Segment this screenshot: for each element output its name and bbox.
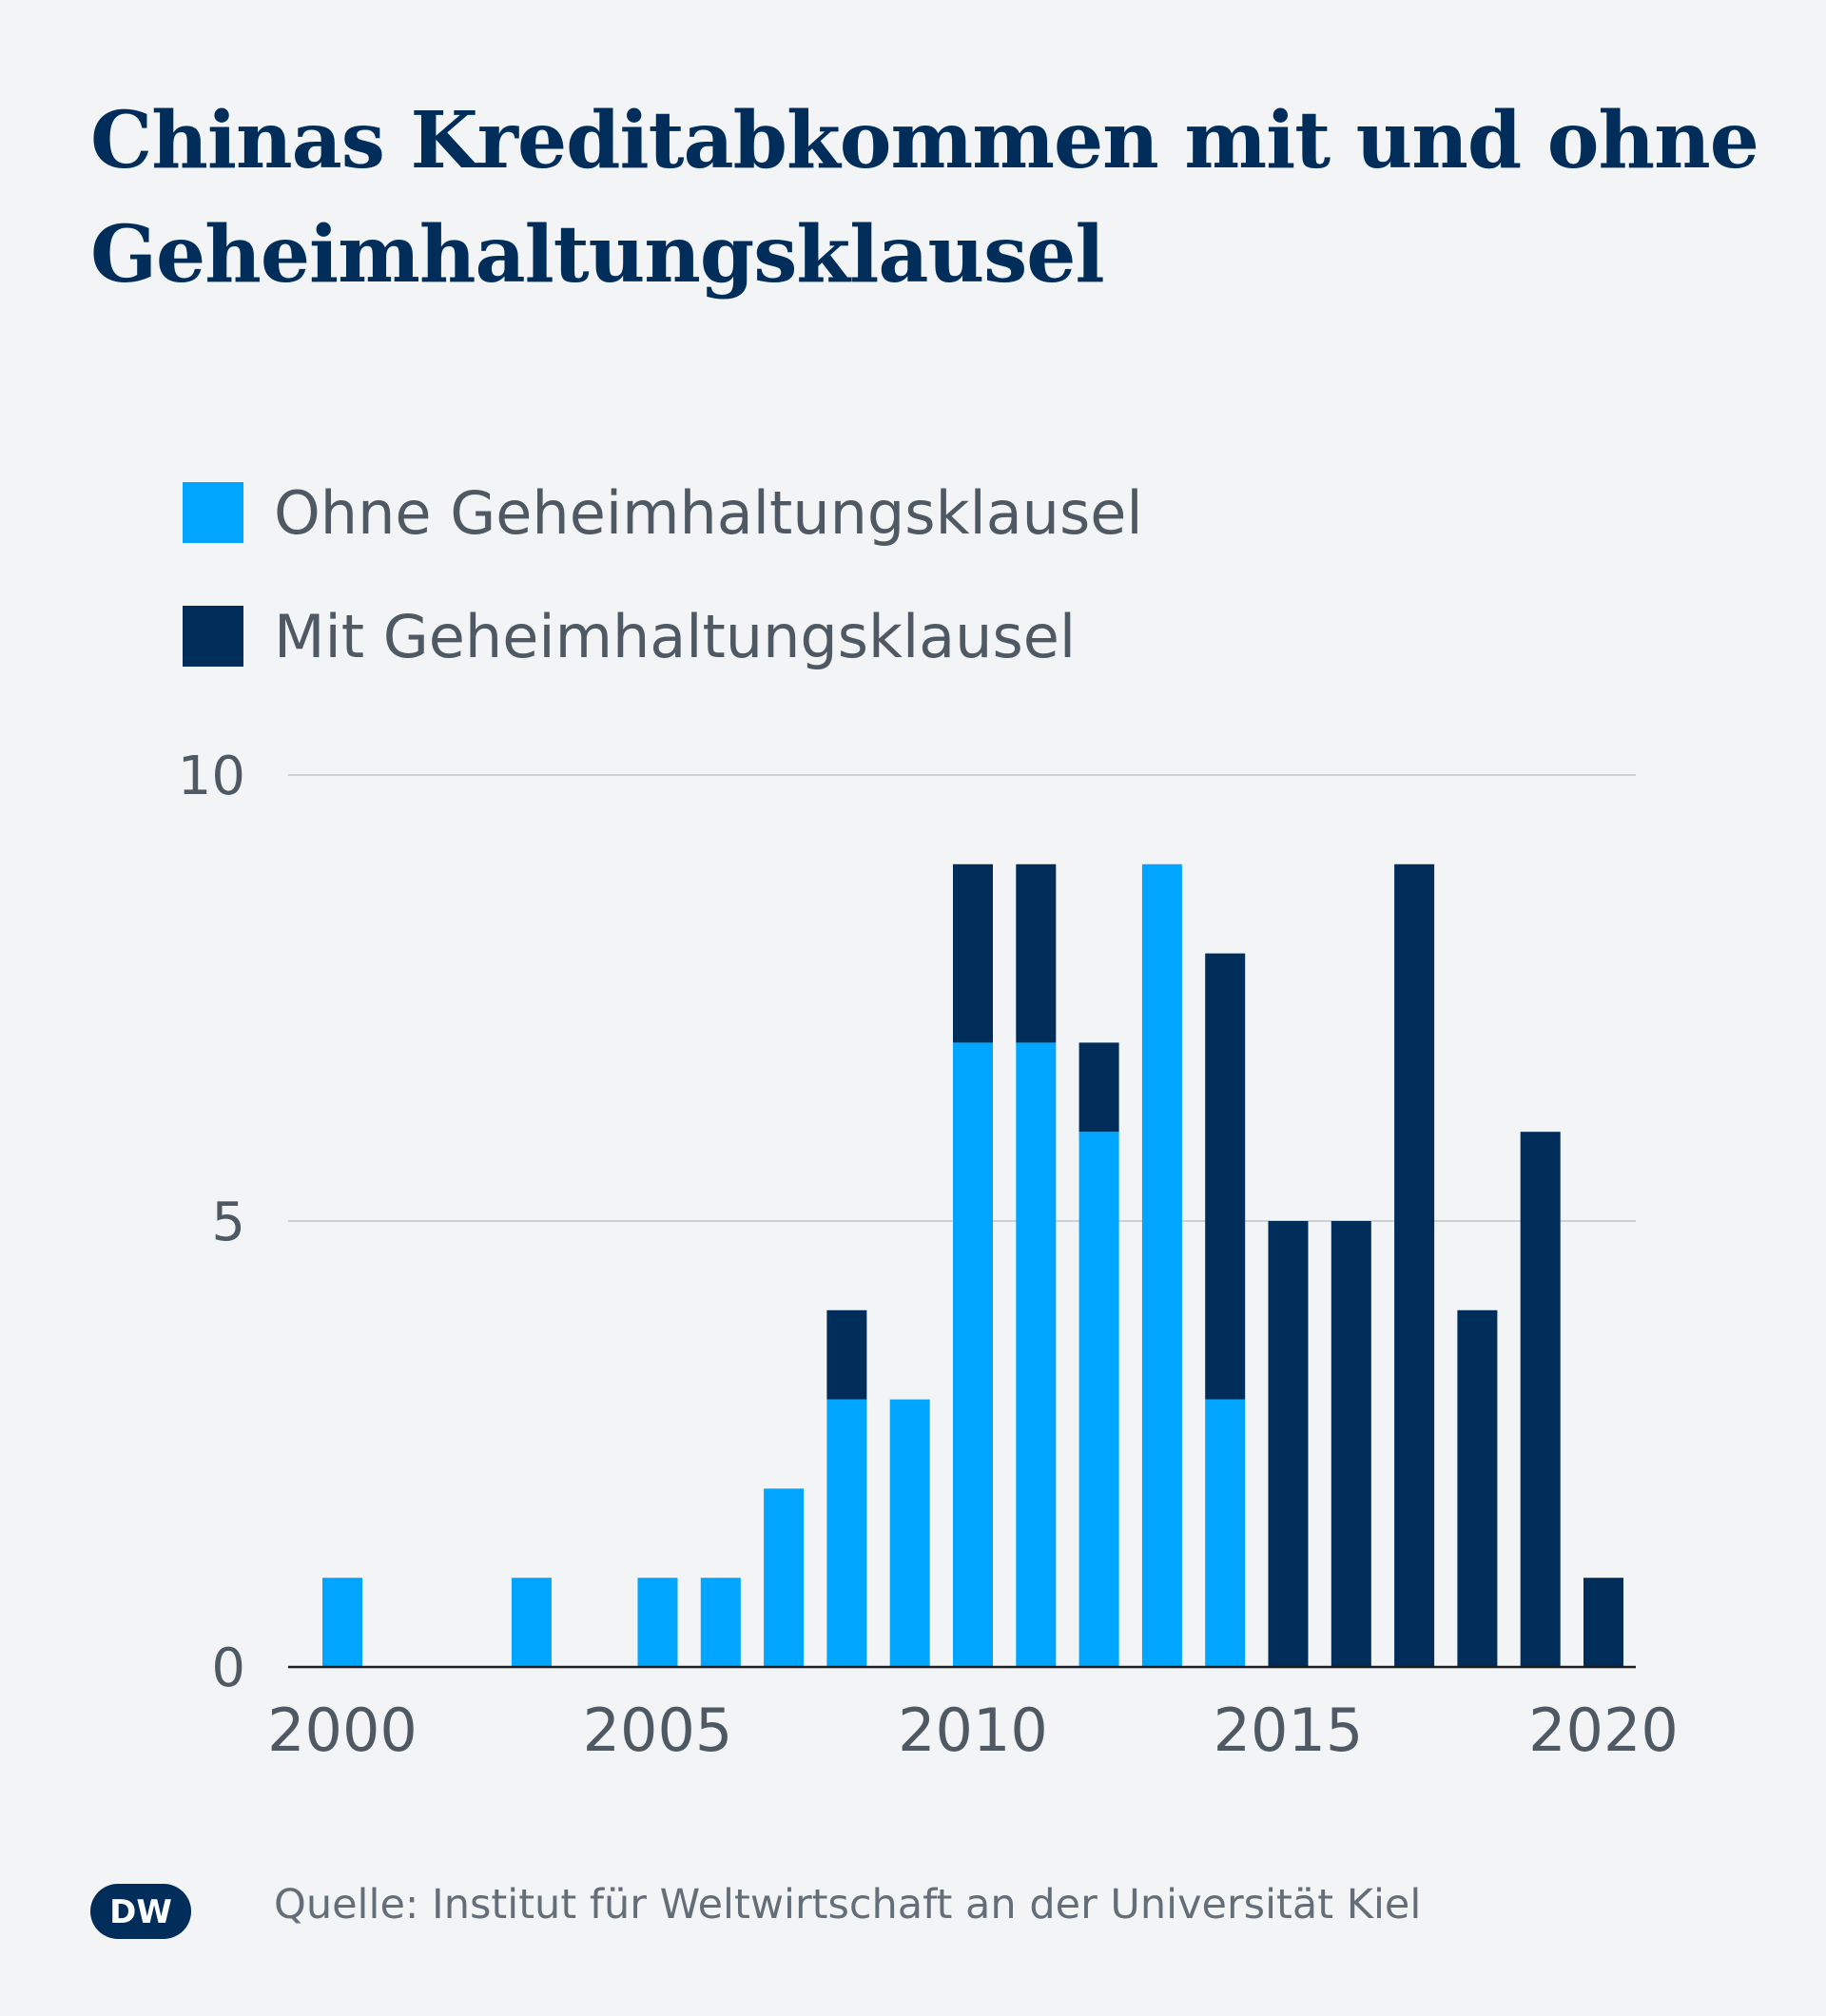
bar-2018-mit bbox=[1457, 1309, 1498, 1667]
bar-2006-ohne bbox=[700, 1578, 741, 1667]
bar-2010-ohne bbox=[953, 1042, 993, 1667]
legend: Ohne Geheimhaltungsklausel Mit Geheimhal… bbox=[183, 451, 1143, 698]
bar-2013-ohne bbox=[1141, 863, 1182, 1667]
legend-swatch-ohne bbox=[183, 482, 243, 543]
bar-2011-mit bbox=[1016, 863, 1057, 1043]
dw-logo-text: DW bbox=[109, 1893, 172, 1931]
bar-2017-mit bbox=[1394, 863, 1435, 1667]
y-tick-label-10: 10 bbox=[178, 746, 245, 807]
bar-2012-ohne bbox=[1078, 1132, 1119, 1667]
stacked-bar-chart: 0 5 10 2000 2005 2010 2015 2020 bbox=[178, 746, 1679, 1765]
dw-logo: DW bbox=[90, 1884, 191, 1939]
legend-item-mit: Mit Geheimhaltungsklausel bbox=[183, 574, 1143, 698]
x-tick-label-2010: 2010 bbox=[898, 1696, 1048, 1765]
bar-2003-ohne bbox=[511, 1578, 552, 1667]
dw-logo-mark: DW bbox=[109, 1893, 172, 1931]
chart-title: Chinas Kreditabkommen mit und ohne Gehei… bbox=[90, 95, 1759, 300]
bar-2012-mit bbox=[1078, 1042, 1119, 1133]
bars bbox=[322, 863, 1623, 1667]
bar-2011-ohne bbox=[1016, 1042, 1057, 1667]
bar-2016-mit bbox=[1331, 1221, 1371, 1667]
bar-2014-ohne bbox=[1205, 1399, 1246, 1667]
legend-item-ohne: Ohne Geheimhaltungsklausel bbox=[183, 451, 1143, 574]
y-tick-label-0: 0 bbox=[211, 1638, 245, 1699]
legend-swatch-mit bbox=[183, 606, 243, 667]
bar-2008-mit bbox=[826, 1309, 867, 1400]
bar-2020-mit bbox=[1583, 1578, 1623, 1667]
bar-2019-mit bbox=[1520, 1132, 1561, 1667]
legend-label-mit: Mit Geheimhaltungsklausel bbox=[274, 601, 1077, 671]
x-tick-label-2020: 2020 bbox=[1528, 1696, 1679, 1765]
bar-2009-ohne bbox=[889, 1399, 930, 1667]
legend-label-ohne: Ohne Geheimhaltungsklausel bbox=[274, 477, 1143, 548]
bar-2010-mit bbox=[953, 863, 993, 1043]
x-tick-label-2000: 2000 bbox=[267, 1696, 418, 1765]
bar-2014-mit bbox=[1205, 953, 1246, 1400]
x-tick-label-2015: 2015 bbox=[1214, 1696, 1364, 1765]
bar-2005-ohne bbox=[637, 1578, 678, 1667]
bar-2000-ohne bbox=[322, 1578, 362, 1667]
y-tick-label-5: 5 bbox=[211, 1192, 245, 1253]
axes: 0 5 10 2000 2005 2010 2015 2020 bbox=[178, 746, 1679, 1765]
bar-2007-ohne bbox=[764, 1488, 805, 1667]
bar-2015-mit bbox=[1268, 1221, 1309, 1667]
x-tick-label-2005: 2005 bbox=[583, 1696, 733, 1765]
bar-2008-ohne bbox=[826, 1399, 867, 1667]
source-note: Quelle: Institut für Weltwirtschaft an d… bbox=[274, 1881, 1422, 1929]
